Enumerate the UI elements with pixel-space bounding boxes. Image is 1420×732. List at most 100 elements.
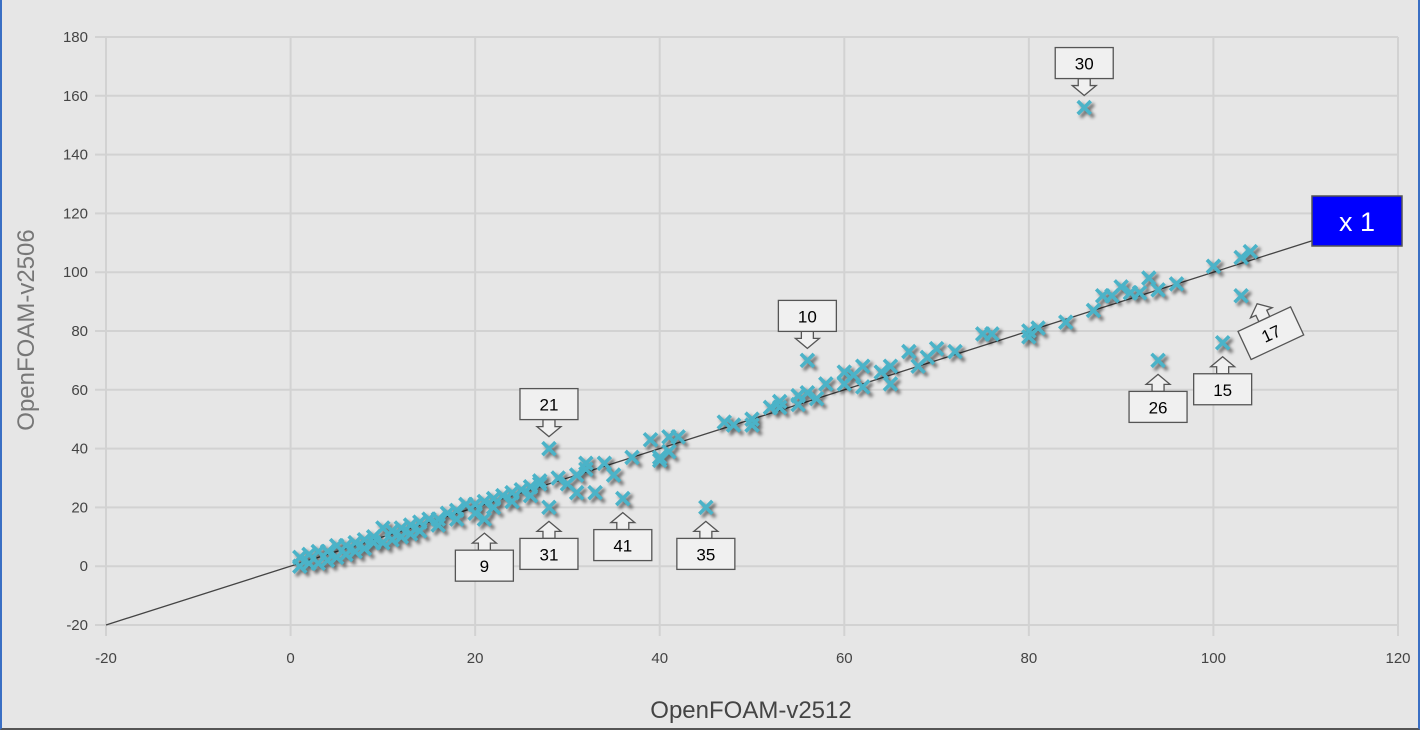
data-point-marker (1076, 99, 1093, 116)
data-point-marker (771, 393, 788, 410)
data-point-marker (531, 473, 548, 489)
callout: 26 (1128, 373, 1188, 424)
x-tick-label: 60 (836, 650, 853, 667)
callout: 10 (777, 299, 838, 350)
gridlines (95, 36, 1399, 636)
callout: 17 (1237, 302, 1305, 361)
data-point-marker (651, 449, 668, 466)
callout-label: 31 (540, 545, 559, 564)
callout-label: 30 (1075, 55, 1094, 74)
data-point-marker (799, 384, 816, 401)
y-tick-label: 40 (71, 441, 88, 458)
data-point-marker (522, 487, 539, 504)
data-point-marker (578, 455, 594, 472)
x-tick-label: 120 (1385, 650, 1410, 667)
y-tick-label: 20 (71, 499, 88, 516)
data-point-marker (411, 523, 428, 539)
data-point-marker (670, 429, 686, 445)
callout-label: 10 (798, 307, 817, 326)
data-point-marker (725, 417, 742, 433)
callout-arrow-icon (535, 418, 563, 438)
callout-box (1054, 46, 1114, 80)
y-tick-label: -20 (66, 617, 88, 634)
y-tick-label: 0 (80, 558, 88, 575)
data-points (292, 99, 1259, 574)
data-point-marker (605, 467, 622, 483)
data-point-marker (901, 343, 917, 360)
data-point-marker (448, 511, 465, 527)
callout-arrow-icon (535, 520, 563, 540)
callout-box (593, 528, 653, 562)
data-point-marker (1113, 279, 1129, 295)
reference-label-box (1311, 195, 1403, 247)
x-tick-label: -20 (95, 650, 117, 667)
data-point-marker (818, 376, 834, 392)
callout-arrow-icon (692, 520, 720, 540)
data-point-marker (504, 493, 520, 510)
y-tick-label: 100 (63, 264, 88, 281)
x-tick-label: 20 (467, 650, 484, 667)
data-point-marker (578, 461, 594, 477)
data-point-marker (568, 484, 585, 501)
callout: 41 (593, 511, 653, 562)
callout-label: 41 (613, 537, 632, 556)
data-point-marker (1150, 282, 1166, 298)
annotations: 30 10 21 9 31 41 35 26 15 17 (454, 46, 1305, 582)
data-point-marker (550, 470, 566, 486)
callout: 31 (519, 520, 579, 571)
data-point-marker (947, 343, 963, 360)
y-tick-label: 140 (63, 147, 88, 164)
callout-label: 21 (540, 396, 559, 415)
data-point-marker (928, 340, 945, 357)
data-point-marker (624, 449, 640, 466)
callout-box (1237, 306, 1305, 361)
data-point-marker (1168, 276, 1185, 292)
data-point-marker (744, 411, 760, 427)
reference-line-label: x 1 (1311, 195, 1403, 247)
callout-box (1193, 373, 1253, 406)
callout-box (1128, 390, 1188, 424)
data-point-marker (1233, 287, 1249, 304)
data-point-marker (587, 484, 603, 501)
callout-box (777, 299, 838, 333)
data-point-marker (984, 326, 1000, 342)
data-point-marker (467, 505, 483, 522)
data-point-marker (430, 511, 447, 527)
callout-box (519, 387, 579, 421)
data-point-marker (799, 352, 816, 369)
data-point-marker (1030, 320, 1046, 336)
data-point-marker (1233, 249, 1249, 266)
data-point-marker (356, 540, 373, 557)
data-point-marker (854, 379, 871, 395)
data-point-marker (1214, 334, 1231, 351)
data-point-marker (808, 390, 825, 407)
data-point-marker (642, 432, 659, 448)
y-tick-label: 160 (63, 88, 88, 105)
callout-label: 15 (1213, 381, 1232, 400)
y-tick-label: 120 (63, 205, 88, 222)
data-point-marker (1150, 352, 1166, 369)
data-point-marker (854, 358, 871, 375)
data-point-marker (771, 399, 788, 416)
data-point-marker (541, 440, 557, 457)
data-point-marker (1205, 258, 1222, 275)
reference-label-text: x 1 (1339, 207, 1375, 237)
x-tick-label: 100 (1201, 650, 1226, 667)
data-point-marker (744, 417, 760, 433)
callout-arrow-icon (609, 511, 637, 531)
callout: 21 (519, 387, 579, 438)
y-tick-label: 180 (63, 29, 88, 46)
data-point-marker (476, 511, 493, 527)
data-point-marker (615, 490, 631, 507)
y-tick-label: 80 (71, 323, 88, 340)
callout: 15 (1193, 355, 1253, 406)
data-point-marker (1242, 243, 1259, 260)
y-axis-title: OpenFOAM-v2506 (13, 229, 40, 430)
data-point-marker (541, 499, 557, 516)
data-point-marker (661, 443, 677, 460)
callout-box (676, 537, 736, 571)
x-tick-label: 40 (651, 650, 668, 667)
callout: 35 (676, 520, 736, 571)
